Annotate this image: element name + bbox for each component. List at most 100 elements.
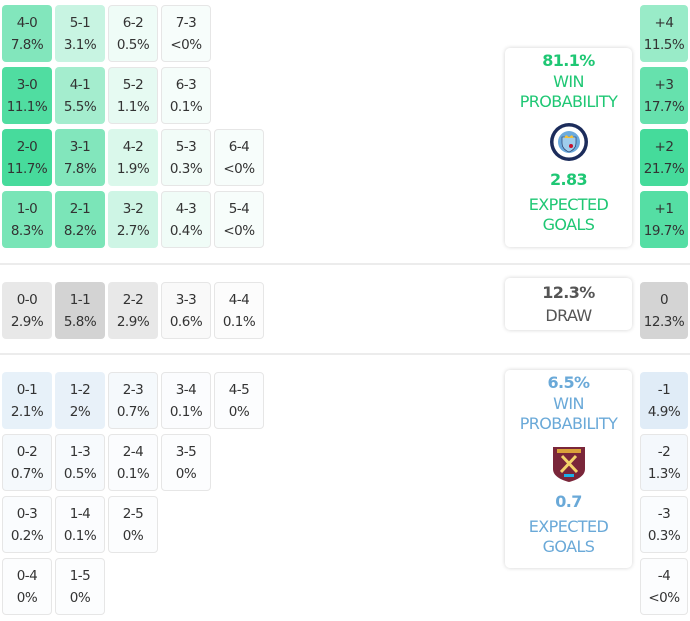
probability-value: 1.3% [647,465,681,482]
scoreline-cell: 2-0 11.7% [2,129,52,186]
draw-scores-grid: 0-0 2.9% 1-1 5.8% 2-2 2.9% 3-3 0.6% 4-4 0.1% [2,282,264,339]
probability-value: 2.1% [10,403,44,420]
scoreline-cell: 0-4 0% [2,558,52,615]
goal-margin-cell: +4 11.5% [640,5,688,62]
goal-margin-cell: +2 21.7% [640,129,688,186]
away-summary-card: 6.5% WIN PROBABILITY 0.7 EXPECTED GOALS [505,370,632,568]
score-label: +1 [654,200,674,217]
score-label: 4-3 [175,200,197,217]
draw-margin-column: 0 12.3% [640,282,688,339]
scoreline-cell: 7-3 <0% [161,5,211,62]
win-probability-label: WIN [553,394,584,413]
probability-value: 5.8% [63,313,97,330]
draw-probability: 12.3% [542,282,595,302]
probability-value: 0.4% [169,222,203,239]
probability-value: 0.7% [116,403,150,420]
home-margin-column: +4 11.5% +3 17.7% +2 21.7% +1 19.7% [640,5,688,248]
score-label: +3 [654,76,674,93]
probability-value: 0.6% [169,313,203,330]
scoreline-cell: 3-2 2.7% [108,191,158,248]
score-row: 3-0 11.1% 4-1 5.5% 5-2 1.1% 6-3 0.1% [2,67,264,124]
probability-value: 0% [69,589,91,606]
probability-value: 1.1% [116,98,150,115]
expected-goals-label: GOALS [542,215,595,234]
scoreline-cell: 0-0 2.9% [2,282,52,339]
away-expected-goals: 0.7 [555,492,582,511]
score-label: 0-3 [16,505,38,522]
probability-value: 5.5% [63,98,97,115]
scoreline-cell: 3-3 0.6% [161,282,211,339]
score-label: +4 [654,14,674,31]
score-label: 7-3 [175,14,197,31]
scoreline-cell: 1-2 2% [55,372,105,429]
probability-value: 4.9% [647,403,681,420]
score-label: 4-0 [16,14,38,31]
probability-value: 0.1% [222,313,256,330]
score-label: 4-4 [228,291,250,308]
score-label: 3-0 [16,76,38,93]
scoreline-cell: 2-5 0% [108,496,158,553]
draw-label: DRAW [545,305,592,325]
probability-value: 0.5% [63,465,97,482]
probability-value: 3.1% [63,36,97,53]
scoreline-cell: 4-3 0.4% [161,191,211,248]
score-label: +2 [654,138,674,155]
scoreline-cell: 1-0 8.3% [2,191,52,248]
score-label: 0-2 [16,443,38,460]
score-row: 0-4 0% 1-5 0% [2,558,264,615]
score-label: 1-0 [16,200,38,217]
scoreline-cell: 5-4 <0% [214,191,264,248]
scoreline-cell: 1-3 0.5% [55,434,105,491]
score-label: 4-2 [122,138,144,155]
score-row: 4-0 7.8% 5-1 3.1% 6-2 0.5% 7-3 <0% [2,5,264,62]
probability-value: 8.2% [63,222,97,239]
score-label: 1-1 [69,291,91,308]
score-label: 0-1 [16,381,38,398]
score-label: 3-1 [69,138,91,155]
scoreline-cell: 5-3 0.3% [161,129,211,186]
expected-goals-label: EXPECTED [528,517,609,536]
probability-value: 12.3% [643,313,685,330]
probability-value: 0.3% [647,527,681,544]
probability-value: 1.9% [116,160,150,177]
score-label: 0 [659,291,669,308]
away-margin-column: -1 4.9% -2 1.3% -3 0.3% -4 <0% [640,372,688,615]
probability-value: 11.1% [6,98,48,115]
probability-value: 0% [175,465,197,482]
scoreline-cell: 1-5 0% [55,558,105,615]
probability-value: 0.1% [169,403,203,420]
score-label: 3-2 [122,200,144,217]
probability-value: 7.8% [10,36,44,53]
win-probability-label: PROBABILITY [519,92,618,111]
probability-value: <0% [170,36,202,53]
probability-value: 0.1% [169,98,203,115]
divider [0,263,690,265]
scoreline-cell: 4-4 0.1% [214,282,264,339]
score-row: 0-3 0.2% 1-4 0.1% 2-5 0% [2,496,264,553]
score-label: 6-3 [175,76,197,93]
probability-value: 2.7% [116,222,150,239]
score-label: 5-3 [175,138,197,155]
score-label: -2 [657,443,671,460]
score-row: 0-1 2.1% 1-2 2% 2-3 0.7% 3-4 0.1% 4-5 0% [2,372,264,429]
probability-value: 0.5% [116,36,150,53]
score-label: 5-4 [228,200,250,217]
divider [0,353,690,355]
scoreline-cell: 3-4 0.1% [161,372,211,429]
probability-value: 7.8% [63,160,97,177]
score-row: 0-0 2.9% 1-1 5.8% 2-2 2.9% 3-3 0.6% 4-4 0.1% [2,282,264,339]
scoreline-cell: 4-0 7.8% [2,5,52,62]
expected-goals-label: EXPECTED [528,195,609,214]
scoreline-cell: 2-3 0.7% [108,372,158,429]
scoreline-cell: 2-2 2.9% [108,282,158,339]
score-label: -1 [657,381,671,398]
win-probability-label: PROBABILITY [519,414,618,433]
score-label: 1-2 [69,381,91,398]
scoreline-cell: 4-1 5.5% [55,67,105,124]
score-label: 6-4 [228,138,250,155]
score-label: 5-1 [69,14,91,31]
scoreline-cell: 0-1 2.1% [2,372,52,429]
score-label: 4-5 [228,381,250,398]
probability-value: 0.7% [10,465,44,482]
probability-value: 21.7% [643,160,685,177]
